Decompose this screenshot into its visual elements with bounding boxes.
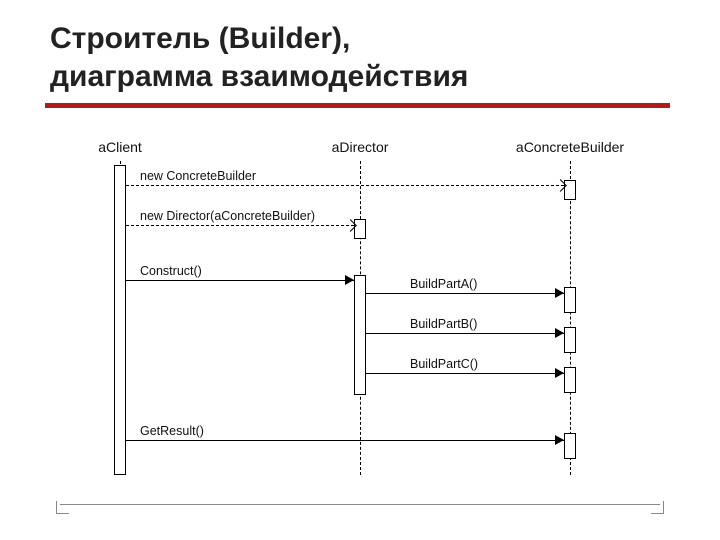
participant-director: aDirector <box>332 139 389 155</box>
participant-client: aClient <box>98 139 142 155</box>
message-line-1 <box>126 225 354 226</box>
arrowhead-3 <box>555 288 564 298</box>
activation-director-3 <box>354 275 366 395</box>
message-line-0 <box>126 185 564 186</box>
arrowhead-6 <box>555 435 564 445</box>
lifeline-builder <box>570 161 571 475</box>
activation-builder-5 <box>564 327 576 353</box>
message-label-3: BuildPartA() <box>410 277 477 291</box>
message-line-6 <box>126 440 564 441</box>
footer-tick-left <box>56 501 69 514</box>
message-label-4: BuildPartB() <box>410 317 477 331</box>
activation-director-2 <box>354 219 366 239</box>
activation-builder-4 <box>564 287 576 313</box>
title-underline <box>45 103 670 108</box>
message-label-6: GetResult() <box>140 424 204 438</box>
message-label-1: new Director(aConcreteBuilder) <box>140 209 315 223</box>
message-line-2 <box>126 280 354 281</box>
arrowhead-5 <box>555 368 564 378</box>
slide: Строитель (Builder), диаграмма взаимодей… <box>0 0 720 540</box>
page-title: Строитель (Builder), диаграмма взаимодей… <box>50 20 680 95</box>
sequence-diagram: aClient aDirector aConcreteBuilder new Conc… <box>80 135 660 505</box>
activation-builder-1 <box>564 180 576 200</box>
activation-client-0 <box>114 165 126 475</box>
activation-builder-6 <box>564 367 576 393</box>
activation-builder-7 <box>564 433 576 459</box>
title-line-2: диаграмма взаимодействия <box>50 60 468 93</box>
arrowhead-2 <box>345 275 354 285</box>
message-line-4 <box>366 333 564 334</box>
participant-builder: aConcreteBuilder <box>516 139 624 155</box>
message-label-2: Construct() <box>140 264 202 278</box>
footer-tick-right <box>651 501 664 514</box>
message-label-5: BuildPartC() <box>410 357 478 371</box>
arrowhead-4 <box>555 328 564 338</box>
footer-rule <box>60 504 660 505</box>
message-line-5 <box>366 373 564 374</box>
message-line-3 <box>366 293 564 294</box>
title-line-1: Строитель (Builder), <box>50 22 350 55</box>
message-label-0: new ConcreteBuilder <box>140 169 256 183</box>
